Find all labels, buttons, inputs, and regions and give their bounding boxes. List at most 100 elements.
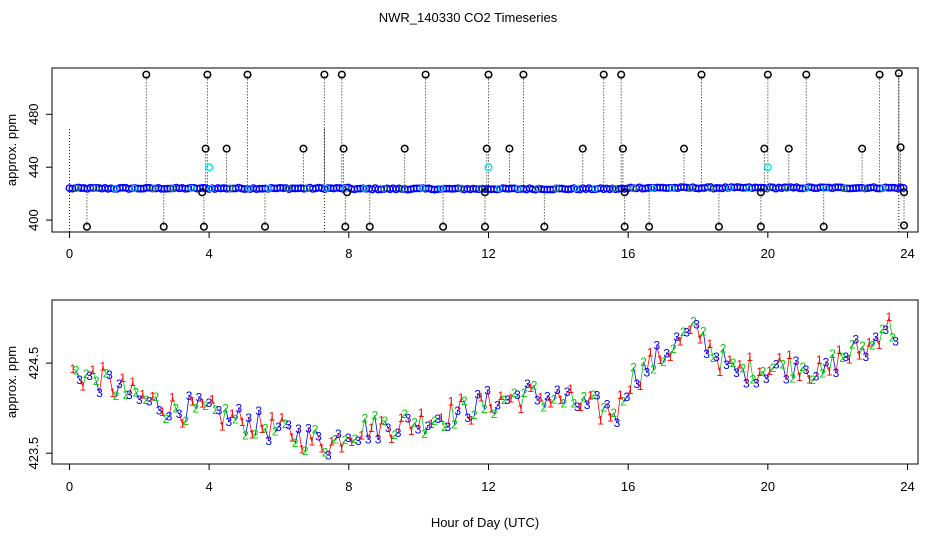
bottom-series-segment (211, 399, 216, 411)
bottom-series-1-mark: 1 (458, 391, 465, 405)
bottom-series-1-mark: 1 (348, 435, 355, 449)
bottom-series-segment (749, 357, 754, 380)
bottom-series-2-mark: 2 (789, 371, 796, 385)
bottom-series-segment (75, 370, 80, 381)
bottom-series-segment (785, 354, 790, 380)
top-flag-point (819, 222, 828, 231)
bottom-series-segment (795, 361, 800, 378)
bottom-series-1-mark: 1 (249, 428, 256, 442)
bottom-series-3-mark: 3 (325, 448, 332, 462)
top-flag-point (599, 70, 608, 79)
bottom-series-segment (732, 362, 737, 374)
top-data-point (72, 184, 80, 192)
bottom-series-2-mark: 2 (740, 361, 747, 375)
bottom-series-segment (629, 367, 634, 390)
bottom-series-2-mark: 2 (690, 315, 697, 329)
top-x-tick-label: 0 (66, 246, 73, 261)
bottom-series-segment (892, 337, 896, 342)
bottom-series-segment (298, 429, 303, 450)
top-data-point (322, 184, 330, 192)
bottom-series-2-mark: 2 (103, 366, 110, 380)
bottom-series-segment (132, 381, 137, 393)
bottom-series-segment (410, 422, 416, 431)
bottom-series-3-mark: 3 (444, 420, 451, 434)
bottom-series-segment (407, 418, 412, 431)
bottom-series-3-mark: 3 (514, 388, 521, 402)
bottom-series-2-mark: 2 (879, 322, 886, 336)
bottom-series-segment (477, 393, 482, 398)
bottom-series-3-mark: 3 (454, 404, 461, 418)
bottom-series-1-mark: 1 (796, 370, 803, 384)
top-x-tick-label: 12 (481, 246, 495, 261)
bottom-series-2-mark: 2 (670, 342, 677, 356)
bottom-series-2-mark: 2 (332, 432, 339, 446)
top-flag-point (519, 70, 528, 79)
bottom-series-3-mark: 3 (106, 368, 113, 382)
bottom-series-segment (742, 368, 747, 384)
bottom-series-segment (294, 429, 299, 444)
bottom-series-segment (225, 408, 230, 422)
bottom-series-1-mark: 1 (756, 365, 763, 379)
bottom-series-2-mark: 2 (451, 417, 458, 431)
bottom-series-segment (255, 411, 260, 435)
bottom-series-1-mark: 1 (786, 348, 793, 362)
bottom-series-3-mark: 3 (862, 350, 869, 364)
bottom-series-2-mark: 2 (620, 394, 627, 408)
bottom-series-segment (221, 408, 226, 427)
top-data-point (783, 184, 791, 192)
bottom-series-1-mark: 1 (289, 430, 296, 444)
top-data-point (284, 184, 292, 192)
bottom-series-3-mark: 3 (295, 422, 302, 436)
bottom-series-3-mark: 3 (703, 347, 710, 361)
bottom-series-3-mark: 3 (186, 389, 193, 403)
bottom-series-segment (497, 396, 502, 406)
bottom-series-segment (636, 383, 641, 387)
bottom-series-segment (716, 356, 721, 373)
bottom-series-segment (401, 413, 405, 419)
bottom-series-segment (238, 408, 243, 423)
bottom-series-segment (802, 366, 807, 371)
bottom-series-2-mark: 2 (342, 433, 349, 447)
bottom-series-2-mark: 2 (371, 408, 378, 422)
bottom-x-tick-label: 0 (66, 479, 73, 494)
top-flag-point (894, 69, 903, 78)
bottom-series-segment (327, 441, 333, 456)
bottom-series-1-mark: 1 (488, 402, 495, 416)
bottom-series-segment (722, 348, 727, 366)
bottom-series-segment (626, 389, 631, 398)
bottom-panel: 1231231231231231231231231231231231231231… (4, 299, 919, 530)
bottom-x-tick-label: 8 (345, 479, 352, 494)
bottom-series-3-mark: 3 (474, 387, 481, 401)
bottom-series-1-mark: 1 (836, 343, 843, 357)
bottom-series-segment (745, 357, 751, 384)
top-flag-point (645, 222, 654, 231)
bottom-series-segment (145, 399, 150, 402)
bottom-series-segment (845, 356, 850, 361)
top-x-tick-label: 8 (345, 246, 352, 261)
bottom-series-2-mark: 2 (222, 401, 229, 415)
bottom-series-2-mark: 2 (571, 397, 578, 411)
bottom-series-segment (848, 344, 853, 360)
top-data-point (687, 184, 695, 192)
bottom-series-3-mark: 3 (673, 330, 680, 344)
bottom-series-3-mark: 3 (345, 431, 352, 445)
bottom-series-segment (72, 368, 77, 371)
top-data-point (572, 184, 580, 192)
bottom-series-2-mark: 2 (232, 413, 239, 427)
bottom-series-1-mark: 1 (806, 373, 813, 387)
bottom-series-segment (619, 394, 624, 402)
bottom-series-segment (613, 412, 618, 424)
bottom-series-segment (566, 388, 571, 393)
bottom-series-segment (92, 370, 97, 382)
top-data-point (226, 184, 234, 192)
bottom-series-segment (792, 361, 797, 379)
top-data-point (649, 184, 657, 192)
bottom-series-2-mark: 2 (381, 414, 388, 428)
bottom-series-1-mark: 1 (478, 390, 485, 404)
bottom-series-3-mark: 3 (524, 377, 531, 391)
bottom-x-tick-label: 12 (481, 479, 495, 494)
bottom-series-segment (82, 373, 87, 387)
top-data-point (399, 184, 407, 192)
bottom-series-segment (583, 396, 588, 406)
top-flag-point (339, 144, 348, 153)
